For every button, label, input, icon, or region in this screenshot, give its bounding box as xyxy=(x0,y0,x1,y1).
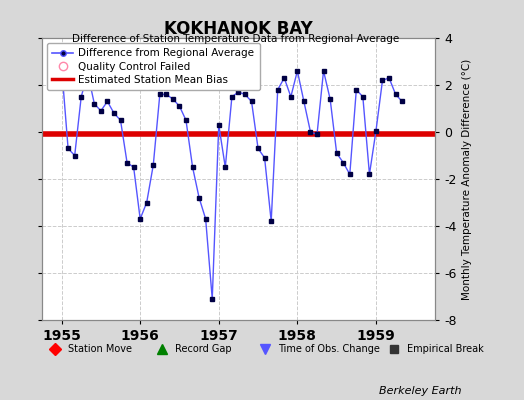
Text: Station Move: Station Move xyxy=(68,344,132,354)
Text: Difference of Station Temperature Data from Regional Average: Difference of Station Temperature Data f… xyxy=(72,34,399,44)
Text: Berkeley Earth: Berkeley Earth xyxy=(379,386,461,396)
Y-axis label: Monthly Temperature Anomaly Difference (°C): Monthly Temperature Anomaly Difference (… xyxy=(462,58,472,300)
Text: Empirical Break: Empirical Break xyxy=(407,344,484,354)
Legend: Difference from Regional Average, Quality Control Failed, Estimated Station Mean: Difference from Regional Average, Qualit… xyxy=(47,43,259,90)
Title: KOKHANOK BAY: KOKHANOK BAY xyxy=(164,20,313,38)
Text: Time of Obs. Change: Time of Obs. Change xyxy=(278,344,380,354)
Text: Record Gap: Record Gap xyxy=(175,344,232,354)
